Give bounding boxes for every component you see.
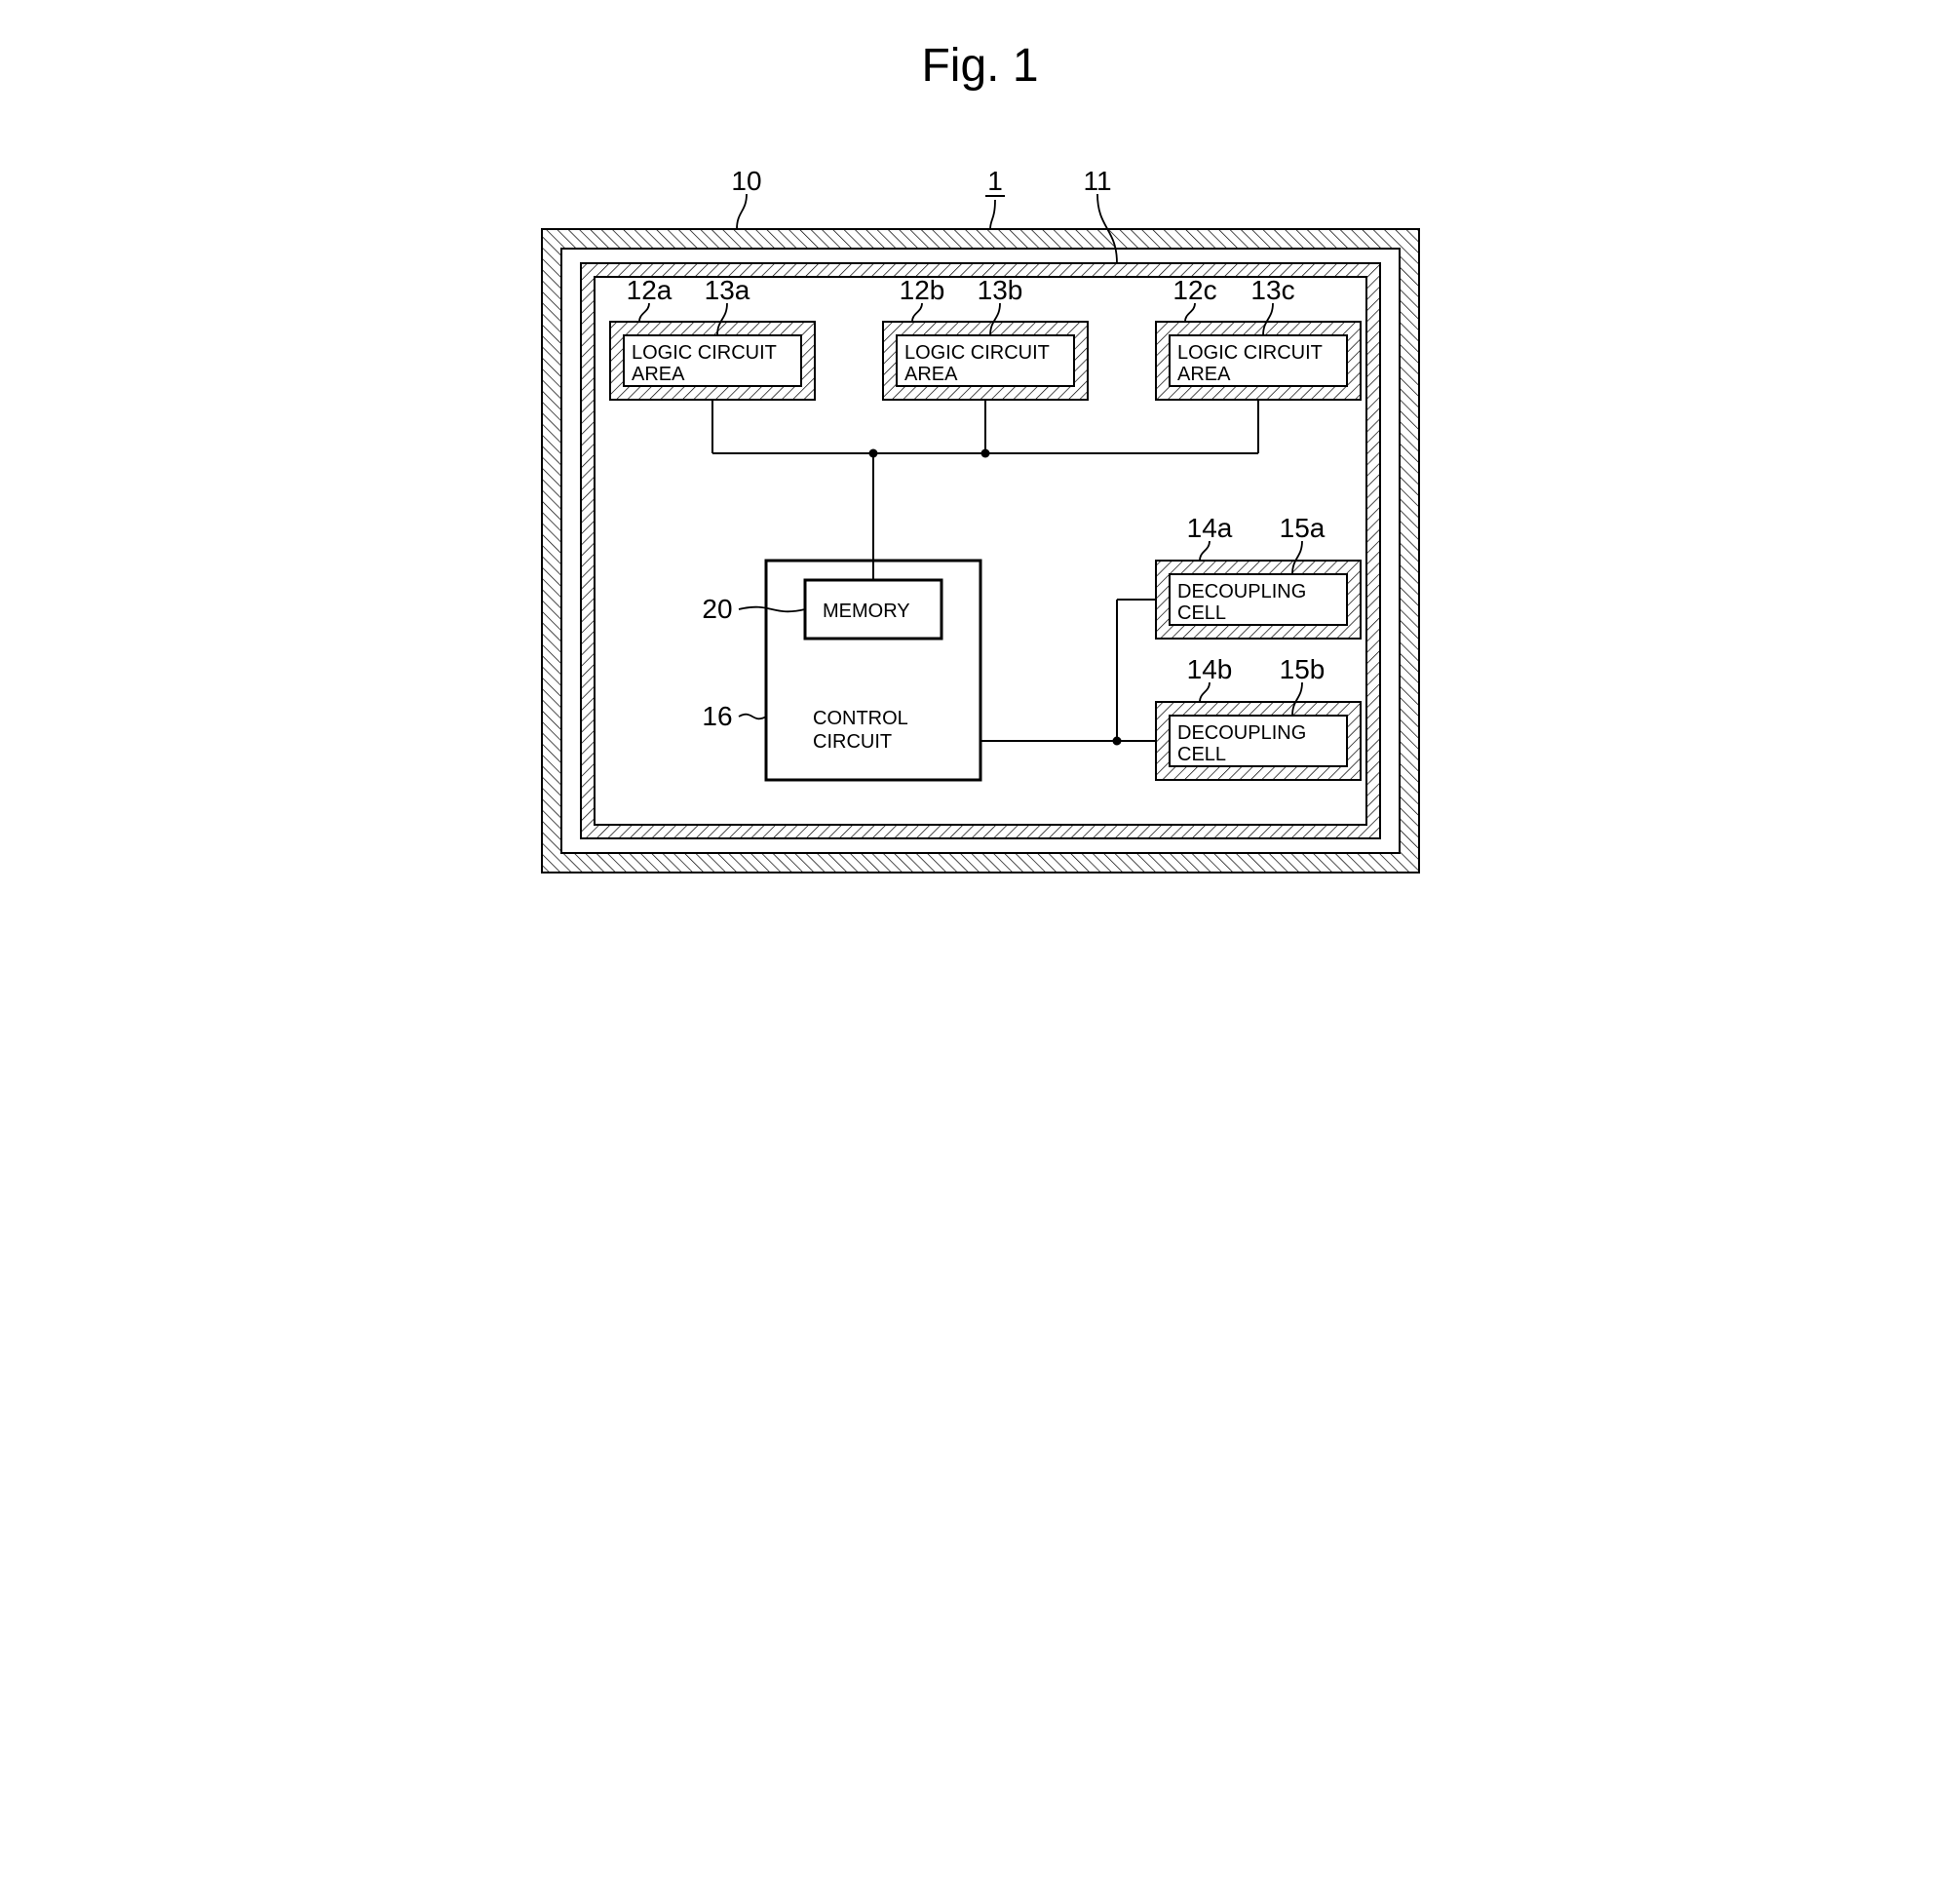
svg-text:AREA: AREA [1177, 364, 1231, 385]
svg-text:13a: 13a [704, 275, 749, 305]
svg-text:DECOUPLING: DECOUPLING [1177, 722, 1306, 744]
svg-text:13b: 13b [977, 275, 1022, 305]
svg-text:CELL: CELL [1177, 744, 1226, 765]
svg-text:CELL: CELL [1177, 602, 1226, 624]
svg-text:CIRCUIT: CIRCUIT [813, 731, 892, 753]
svg-text:15b: 15b [1279, 654, 1325, 684]
svg-text:12a: 12a [626, 275, 672, 305]
svg-text:CONTROL: CONTROL [813, 708, 908, 729]
svg-text:15a: 15a [1279, 513, 1325, 543]
svg-text:LOGIC CIRCUIT: LOGIC CIRCUIT [632, 342, 777, 364]
svg-text:12b: 12b [899, 275, 944, 305]
svg-text:13c: 13c [1250, 275, 1294, 305]
figure-title: Fig. 1 [39, 39, 1921, 93]
svg-text:10: 10 [731, 166, 761, 196]
svg-text:14b: 14b [1186, 654, 1232, 684]
svg-text:MEMORY: MEMORY [823, 601, 910, 622]
svg-text:LOGIC CIRCUIT: LOGIC CIRCUIT [904, 342, 1050, 364]
svg-text:DECOUPLING: DECOUPLING [1177, 581, 1306, 602]
svg-text:LOGIC CIRCUIT: LOGIC CIRCUIT [1177, 342, 1323, 364]
svg-text:AREA: AREA [904, 364, 958, 385]
svg-text:1: 1 [987, 166, 1003, 196]
svg-text:14a: 14a [1186, 513, 1232, 543]
svg-text:20: 20 [702, 594, 732, 624]
svg-text:16: 16 [702, 701, 732, 731]
svg-text:12c: 12c [1172, 275, 1216, 305]
svg-text:11: 11 [1083, 166, 1111, 196]
svg-text:AREA: AREA [632, 364, 685, 385]
block-diagram: LOGIC CIRCUITAREALOGIC CIRCUITAREALOGIC … [522, 151, 1439, 912]
